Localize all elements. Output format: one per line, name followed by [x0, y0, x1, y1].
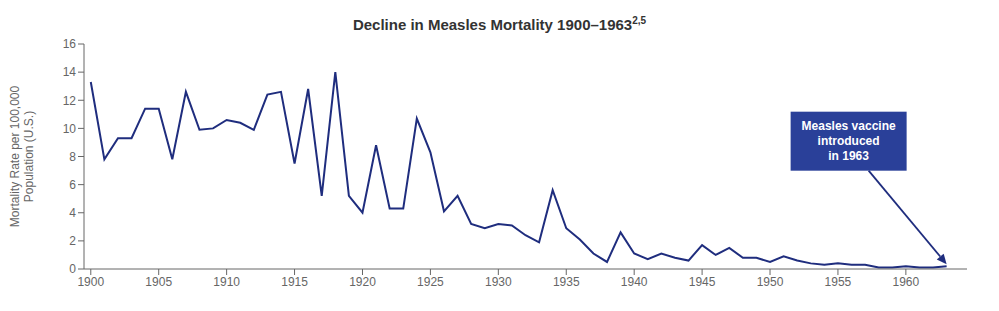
svg-text:1910: 1910: [213, 275, 240, 289]
svg-text:10: 10: [63, 122, 77, 136]
svg-text:1945: 1945: [689, 275, 716, 289]
svg-text:2: 2: [69, 234, 76, 248]
svg-text:1955: 1955: [825, 275, 852, 289]
svg-text:4: 4: [69, 206, 76, 220]
svg-text:1940: 1940: [621, 275, 648, 289]
svg-text:12: 12: [63, 94, 77, 108]
svg-text:16: 16: [63, 37, 77, 51]
svg-text:1920: 1920: [349, 275, 376, 289]
html-text:Decline in Measles Mortality 1: Decline in Measles Mortality 1900–1963: [352, 16, 633, 33]
svg-text:1935: 1935: [553, 275, 580, 289]
svg-text:1915: 1915: [281, 275, 308, 289]
svg-text:0: 0: [69, 262, 76, 276]
svg-text:Measles vaccineintroducedin 19: Measles vaccineintroducedin 1963: [802, 119, 896, 163]
svg-text:Mortality Rate per 100,000Popu: Mortality Rate per 100,000Population (U.…: [8, 85, 36, 227]
html-text:2,5: 2,5: [632, 15, 647, 26]
svg-text:14: 14: [63, 65, 77, 79]
svg-text:6: 6: [69, 178, 76, 192]
svg-text:1905: 1905: [145, 275, 172, 289]
svg-text:1960: 1960: [893, 275, 920, 289]
svg-text:1925: 1925: [417, 275, 444, 289]
svg-text:8: 8: [69, 150, 76, 164]
svg-text:1900: 1900: [77, 275, 104, 289]
svg-text:1950: 1950: [757, 275, 784, 289]
svg-text:1930: 1930: [485, 275, 512, 289]
